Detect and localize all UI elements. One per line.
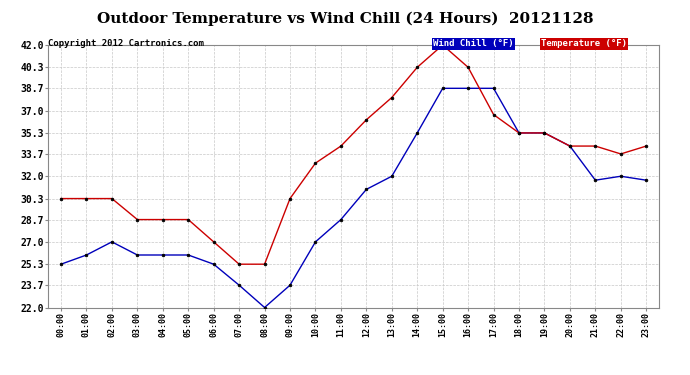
Text: Outdoor Temperature vs Wind Chill (24 Hours)  20121128: Outdoor Temperature vs Wind Chill (24 Ho… [97, 11, 593, 26]
Text: Wind Chill (°F): Wind Chill (°F) [433, 39, 514, 48]
Text: Copyright 2012 Cartronics.com: Copyright 2012 Cartronics.com [48, 39, 204, 48]
Text: Temperature (°F): Temperature (°F) [541, 39, 627, 48]
